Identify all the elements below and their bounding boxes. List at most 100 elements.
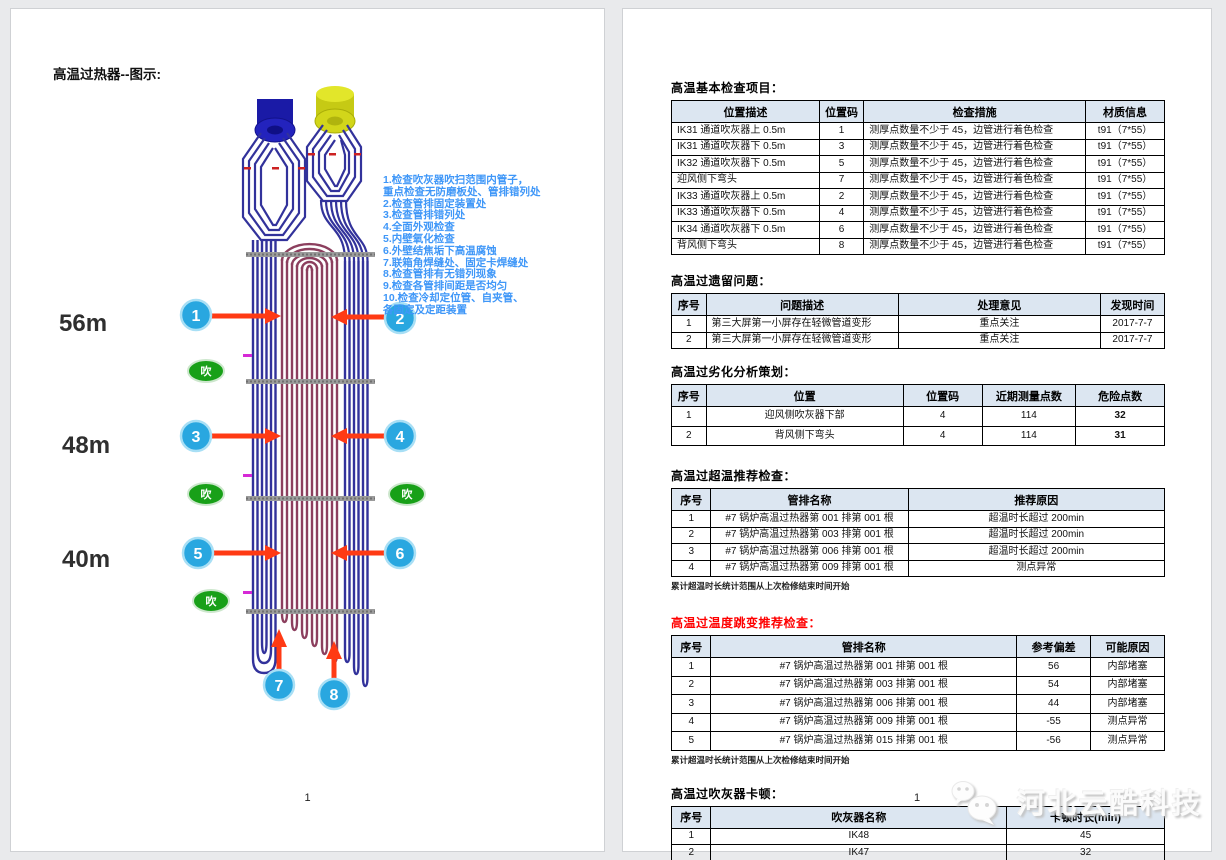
table-cell: t91（7*55） xyxy=(1085,221,1165,239)
table-cell: 3 xyxy=(670,543,712,561)
table-cell: 3 xyxy=(818,138,865,156)
brand-name: 河北云酷科技 xyxy=(1017,788,1204,819)
table-row: IK31 通道吹灰器下 0.5m 3 测厚点数量不少于 45，边管进行着色检查 t91… xyxy=(671,138,1165,156)
table-row: 1 IK48 45 xyxy=(670,827,1165,845)
table-cell: t91（7*55） xyxy=(1085,188,1165,206)
table-cell: 测厚点数量不少于 45，边管进行着色检查 xyxy=(863,204,1087,222)
note-line: 各固定及定距装置 xyxy=(383,303,467,316)
table-cell: 56 xyxy=(1016,657,1092,677)
note-line: 9.检查各管排间距是否均匀 xyxy=(383,280,508,293)
table-cell: #7 锅炉高温过热器第 003 排第 001 根 xyxy=(710,675,1018,695)
marker-2: 2 xyxy=(383,301,417,335)
elevation-label-56m: 56m xyxy=(59,310,107,337)
table-row: 2 IK47 32 xyxy=(670,844,1165,860)
svg-text:3: 3 xyxy=(192,429,201,446)
table-cell: 2 xyxy=(670,675,712,695)
table-cell: IK31 通道吹灰器下 0.5m xyxy=(671,138,820,156)
svg-text:6: 6 xyxy=(396,546,405,563)
table-cell: 背风侧下弯头 xyxy=(671,237,820,255)
table-cell: 迎风侧下弯头 xyxy=(671,171,820,189)
column-header: 序号 xyxy=(670,805,712,829)
table-cell: 测厚点数量不少于 45，边管进行着色检查 xyxy=(863,237,1087,255)
table-cell: IK47 xyxy=(710,844,1008,860)
table-row: 3 #7 锅炉高温过热器第 006 排第 001 根 44 内部堵塞 xyxy=(670,694,1165,714)
svg-text:4: 4 xyxy=(396,429,405,446)
weld-tick-marks xyxy=(244,153,361,170)
column-header: 序号 xyxy=(670,635,712,658)
table-cell: 1 xyxy=(670,827,712,845)
table-cell: 内部堵塞 xyxy=(1090,657,1165,677)
table-row: IK33 通道吹灰器下 0.5m 4 测厚点数量不少于 45，边管进行着色检查 t91… xyxy=(671,204,1165,222)
table-row: 4 #7 锅炉高温过热器第 009 排第 001 根 -55 测点异常 xyxy=(670,712,1165,732)
marker-3: 3 xyxy=(179,419,213,453)
section-degradation-analysis: 高温过劣化分析策划： 序号 位置 位置码 近期测量点数 危险点数 1 迎风侧吹灰器下部 4 11… xyxy=(671,363,1165,446)
section-soot-blower-stall: 高温过吹灰器卡顿： 序号 吹灰器名称 卡顿时长(min) 1 IK48 45 2 IK47 32 xyxy=(670,785,1165,860)
note-line: 3.检查管排错列处 xyxy=(383,209,466,222)
table-cell: 5 xyxy=(818,155,865,173)
svg-text:8: 8 xyxy=(330,687,339,704)
table-cell: #7 锅炉高温过热器第 001 排第 001 根 xyxy=(710,510,909,528)
table-cell: 1 xyxy=(818,122,865,140)
column-header: 序号 xyxy=(670,488,712,511)
section-overtemp-check: 高温过超温推荐检查： 序号 管排名称 推荐原因 1 #7 锅炉高温过热器第 001 排第… xyxy=(670,467,1166,592)
blow-oval-2: 吹 xyxy=(187,482,225,506)
svg-text:5: 5 xyxy=(194,546,203,563)
column-header: 危险点数 xyxy=(1075,384,1165,407)
column-header: 管排名称 xyxy=(710,488,909,511)
magenta-markers xyxy=(243,354,252,594)
table-cell: 超温时长超过 200min xyxy=(907,543,1166,561)
superheater-diagram: 56m 48m 40m 吹 吹 吹 吹 xyxy=(59,86,426,711)
table-cell: 第三大屏第一小屏存在轻微管道变形 xyxy=(705,315,899,333)
page-number-left: 1 xyxy=(304,792,311,804)
table-cell: t91（7*55） xyxy=(1085,204,1165,222)
table-cell: 4 xyxy=(670,559,712,577)
table-cell: 4 xyxy=(902,406,983,427)
section-title: 高温过温度跳变推荐检查： xyxy=(671,616,822,630)
outlet-header-yellow xyxy=(314,86,356,134)
table-cell: #7 锅炉高温过热器第 009 排第 001 根 xyxy=(710,559,909,577)
blow-oval-4: 吹 xyxy=(192,589,230,613)
inspection-notes: 1.检查吹灰器吹扫范围内管子， 重点检查无防磨板处、管排错列处 2.检查管排固定装置… xyxy=(383,174,603,317)
table-cell: 2 xyxy=(818,188,865,206)
table-cell: 114 xyxy=(981,406,1077,427)
table-row: 5 #7 锅炉高温过热器第 015 排第 001 根 -56 测点异常 xyxy=(670,731,1165,751)
table-cell: 54 xyxy=(1016,675,1092,695)
table-row: 4 #7 锅炉高温过热器第 009 排第 001 根测点异常 xyxy=(670,559,1166,577)
section-legacy-issues: 高温过遗留问题： 序号 问题描述 处理意见 发现时间 1 第三大屏第一小屏存在轻微管道变形… xyxy=(671,272,1166,349)
blow-oval-3: 吹 xyxy=(388,482,426,506)
column-header: 检查措施 xyxy=(863,100,1087,123)
table-row: 迎风侧下弯头 7 测厚点数量不少于 45，边管进行着色检查 t91（7*55） xyxy=(671,171,1165,189)
table-cell: #7 锅炉高温过热器第 003 排第 001 根 xyxy=(710,526,909,544)
tube-bundle-center xyxy=(280,242,339,664)
table-row: 1 迎风侧吹灰器下部 4 114 32 xyxy=(671,406,1165,427)
table-cell: t91（7*55） xyxy=(1085,138,1165,156)
table-cell: 测厚点数量不少于 45，边管进行着色检查 xyxy=(863,171,1087,189)
table-cell: 第三大屏第一小屏存在轻微管道变形 xyxy=(705,331,899,349)
table-cell: IK34 通道吹灰器下 0.5m xyxy=(671,221,820,239)
table-cell: 1 xyxy=(671,315,707,333)
table-cell: 1 xyxy=(671,406,707,427)
table-cell: #7 锅炉高温过热器第 015 排第 001 根 xyxy=(710,731,1018,751)
column-header: 吹灰器名称 xyxy=(710,805,1008,829)
table-cell: 2017-7-7 xyxy=(1099,315,1166,333)
column-header: 近期测量点数 xyxy=(981,384,1077,407)
column-header: 序号 xyxy=(671,293,707,316)
table-row: 2 #7 锅炉高温过热器第 003 排第 001 根超温时长超过 200min xyxy=(670,526,1166,544)
soot-blower-stall-table: 序号 吹灰器名称 卡顿时长(min) 1 IK48 45 2 IK47 32 xyxy=(670,805,1165,860)
marker-6: 6 xyxy=(383,536,417,570)
note-line: 4.全面外观检查 xyxy=(383,221,455,234)
table-row: IK34 通道吹灰器下 0.5m 6 测厚点数量不少于 45，边管进行着色检查 t91… xyxy=(671,221,1165,239)
table-row: IK32 通道吹灰器下 0.5m 5 测厚点数量不少于 45，边管进行着色检查 t91… xyxy=(671,155,1165,173)
brand-watermark: 河北云酷科技 xyxy=(949,777,1203,827)
column-header: 位置描述 xyxy=(671,100,820,123)
table-cell: IK31 通道吹灰器上 0.5m xyxy=(671,122,820,140)
note-line: 7.联箱角焊缝处、固定卡焊缝处 xyxy=(383,256,529,269)
table-cell: 测厚点数量不少于 45，边管进行着色检查 xyxy=(863,138,1087,156)
table-cell: IK32 通道吹灰器下 0.5m xyxy=(671,155,820,173)
svg-text:2: 2 xyxy=(396,311,405,328)
table-cell: 6 xyxy=(818,221,865,239)
page-tables: 高温基本检查项目： 位置描述 位置码 检查措施 材质信息 IK31 通道吹灰器上 0.5… xyxy=(622,8,1212,860)
table-cell: t91（7*55） xyxy=(1085,122,1165,140)
